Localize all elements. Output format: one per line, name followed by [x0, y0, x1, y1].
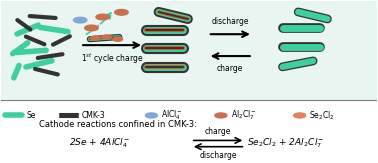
Text: Se$_2$Cl$_2$ + 2Al$_2$Cl$_7^-$: Se$_2$Cl$_2$ + 2Al$_2$Cl$_7^-$: [247, 137, 325, 150]
Text: charge: charge: [205, 127, 231, 136]
Circle shape: [85, 25, 98, 31]
Text: CMK-3: CMK-3: [81, 111, 105, 120]
Text: Se$_2$Cl$_2$: Se$_2$Cl$_2$: [310, 109, 335, 122]
Circle shape: [294, 113, 306, 118]
Text: Se: Se: [27, 111, 36, 120]
Text: Cathode reactions confined in CMK-3:: Cathode reactions confined in CMK-3:: [39, 120, 197, 129]
Text: discharge: discharge: [199, 151, 237, 160]
Circle shape: [96, 14, 110, 20]
FancyBboxPatch shape: [2, 1, 376, 100]
Circle shape: [113, 37, 122, 41]
Text: AlCl$_4^-$: AlCl$_4^-$: [161, 109, 183, 122]
Text: discharge: discharge: [212, 17, 249, 26]
Circle shape: [102, 35, 112, 39]
Circle shape: [115, 9, 128, 15]
Circle shape: [215, 113, 227, 118]
Circle shape: [146, 113, 158, 118]
Text: 2Se + 4AlCl$_4^-$: 2Se + 4AlCl$_4^-$: [69, 137, 130, 150]
Circle shape: [90, 36, 100, 40]
Circle shape: [73, 17, 87, 23]
Text: 1$^{st}$ cycle charge: 1$^{st}$ cycle charge: [81, 51, 143, 66]
Text: Al$_2$Cl$_7^-$: Al$_2$Cl$_7^-$: [231, 109, 256, 122]
Text: charge: charge: [217, 64, 243, 73]
